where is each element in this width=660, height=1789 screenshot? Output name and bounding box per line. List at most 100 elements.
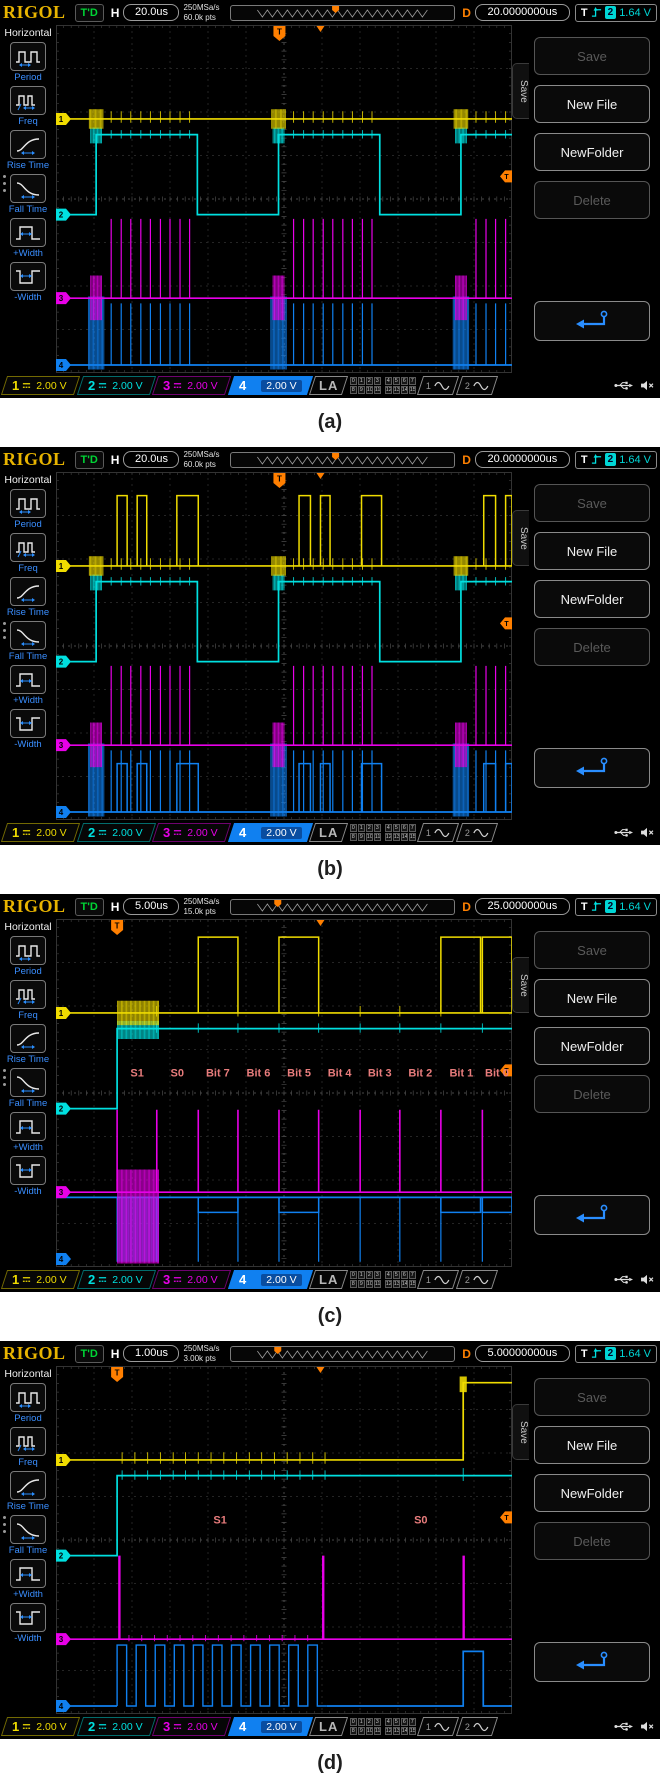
sidebar-item-fall-time[interactable]: Fall Time: [0, 621, 56, 662]
channel-3-chip[interactable]: 3 2.00 V: [152, 1717, 231, 1736]
logic-analyzer-chip[interactable]: LA: [309, 1717, 349, 1736]
usb-icon: [614, 827, 633, 838]
source-slot-1[interactable]: 1: [416, 376, 459, 395]
menu-button-save[interactable]: Save: [534, 931, 650, 969]
menu-button-new-file[interactable]: New File: [534, 979, 650, 1017]
trigger-readout[interactable]: T 2 1.64 V: [574, 1344, 657, 1363]
logic-analyzer-chip[interactable]: LA: [309, 376, 349, 395]
trigger-readout[interactable]: T 2 1.64 V: [574, 450, 657, 469]
channel-1-chip[interactable]: 1 2.00 V: [0, 1717, 80, 1736]
sidebar-item-rise-time[interactable]: Rise Time: [0, 130, 56, 171]
channel-3-chip[interactable]: 3 2.00 V: [152, 1270, 231, 1289]
menu-button-new-file[interactable]: New File: [534, 1426, 650, 1464]
sidebar-item-period[interactable]: Period: [0, 489, 56, 530]
waveform-position-bar[interactable]: [230, 1345, 456, 1362]
channel-2-chip[interactable]: 2 2.00 V: [76, 1717, 156, 1736]
channel-2-chip[interactable]: 2 2.00 V: [76, 823, 156, 842]
sidebar-item-period[interactable]: Period: [0, 936, 56, 977]
delay-value[interactable]: 20.0000000us: [474, 4, 570, 21]
sidebar-item-pwidth[interactable]: +Width: [0, 1112, 56, 1153]
speaker-muted-icon: [640, 1274, 654, 1285]
delay-value[interactable]: 20.0000000us: [474, 451, 570, 468]
svg-text:Bit 4: Bit 4: [328, 1067, 353, 1079]
sidebar-item-fall-time[interactable]: Fall Time: [0, 1515, 56, 1556]
sidebar-item-pwidth[interactable]: +Width: [0, 1559, 56, 1600]
menu-button-new-folder[interactable]: NewFolder: [534, 1474, 650, 1512]
freq-icon: [15, 91, 41, 111]
source-slot-1[interactable]: 1: [416, 823, 459, 842]
menu-button-back[interactable]: [534, 1642, 650, 1682]
menu-button-back[interactable]: [534, 1195, 650, 1235]
menu-button-delete[interactable]: Delete: [534, 628, 650, 666]
channel-1-chip[interactable]: 1 2.00 V: [0, 823, 80, 842]
dc-coupling-icon: [22, 829, 31, 836]
channel-2-chip[interactable]: 2 2.00 V: [76, 376, 156, 395]
sidebar-item-rise-time[interactable]: Rise Time: [0, 1471, 56, 1512]
timebase-value[interactable]: 5.00us: [123, 898, 180, 915]
sine-icon: [473, 1722, 489, 1732]
menu-button-delete[interactable]: Delete: [534, 1075, 650, 1113]
timebase-value[interactable]: 1.00us: [123, 1345, 180, 1362]
sine-icon: [434, 381, 450, 391]
timebase-value[interactable]: 20.0us: [123, 4, 180, 21]
waveform-position-bar[interactable]: [230, 898, 456, 915]
channel-1-chip[interactable]: 1 2.00 V: [0, 1270, 80, 1289]
menu-button-back[interactable]: [534, 748, 650, 788]
sidebar-item-nwidth[interactable]: -Width: [0, 262, 56, 303]
delay-value[interactable]: 25.0000000us: [474, 898, 570, 915]
sidebar-item-period[interactable]: Period: [0, 42, 56, 83]
channel-4-chip[interactable]: 4 2.00 V: [227, 1717, 313, 1736]
sidebar-item-freq[interactable]: Freq: [0, 533, 56, 574]
rising-edge-icon: [591, 454, 602, 465]
sidebar-item-pwidth[interactable]: +Width: [0, 665, 56, 706]
sidebar-item-period[interactable]: Period: [0, 1383, 56, 1424]
channel-4-chip[interactable]: 4 2.00 V: [227, 1270, 313, 1289]
menu-button-save[interactable]: Save: [534, 484, 650, 522]
logic-analyzer-chip[interactable]: LA: [309, 823, 349, 842]
sidebar-item-nwidth[interactable]: -Width: [0, 709, 56, 750]
sidebar-item-pwidth[interactable]: +Width: [0, 218, 56, 259]
sidebar-item-nwidth[interactable]: -Width: [0, 1603, 56, 1644]
menu-button-back[interactable]: [534, 301, 650, 341]
menu-button-delete[interactable]: Delete: [534, 1522, 650, 1560]
sidebar-item-fall-time[interactable]: Fall Time: [0, 174, 56, 215]
sidebar-item-freq[interactable]: Freq: [0, 980, 56, 1021]
channel-2-chip[interactable]: 2 2.00 V: [76, 1270, 156, 1289]
sidebar-item-fall-time[interactable]: Fall Time: [0, 1068, 56, 1109]
channel-4-chip[interactable]: 4 2.00 V: [227, 376, 313, 395]
menu-button-delete[interactable]: Delete: [534, 181, 650, 219]
timebase-value[interactable]: 20.0us: [123, 451, 180, 468]
sidebar-item-rise-time[interactable]: Rise Time: [0, 577, 56, 618]
trigger-readout[interactable]: T 2 1.64 V: [574, 3, 657, 22]
menu-button-save[interactable]: Save: [534, 37, 650, 75]
menu-button-new-folder[interactable]: NewFolder: [534, 580, 650, 618]
delay-value[interactable]: 5.00000000us: [474, 1345, 570, 1362]
channel-3-chip[interactable]: 3 2.00 V: [152, 823, 231, 842]
menu-button-save[interactable]: Save: [534, 1378, 650, 1416]
channel-3-chip[interactable]: 3 2.00 V: [152, 376, 231, 395]
menu-button-new-folder[interactable]: NewFolder: [534, 1027, 650, 1065]
dc-coupling-icon: [173, 382, 182, 389]
waveform-position-bar[interactable]: [230, 4, 456, 21]
source-slot-1[interactable]: 1: [416, 1270, 459, 1289]
sidebar-item-freq[interactable]: Freq: [0, 86, 56, 127]
source-slot-2[interactable]: 2: [455, 1270, 498, 1289]
trigger-readout[interactable]: T 2 1.64 V: [574, 897, 657, 916]
logic-analyzer-chip[interactable]: LA: [309, 1270, 349, 1289]
menu-button-new-file[interactable]: New File: [534, 85, 650, 123]
menu-button-new-folder[interactable]: NewFolder: [534, 133, 650, 171]
channel-4-chip[interactable]: 4 2.00 V: [227, 823, 313, 842]
sidebar-item-rise-time[interactable]: Rise Time: [0, 1024, 56, 1065]
waveform-position-bar[interactable]: [230, 451, 456, 468]
source-slot-2[interactable]: 2: [455, 1717, 498, 1736]
source-slot-2[interactable]: 2: [455, 823, 498, 842]
waveform-overview-icon: [257, 5, 429, 18]
sidebar-item-nwidth[interactable]: -Width: [0, 1156, 56, 1197]
source-slot-2[interactable]: 2: [455, 376, 498, 395]
channel-1-chip[interactable]: 1 2.00 V: [0, 376, 80, 395]
sidebar-item-freq[interactable]: Freq: [0, 1427, 56, 1468]
plus-width-icon: [15, 1564, 41, 1584]
source-slot-1[interactable]: 1: [416, 1717, 459, 1736]
menu-button-new-file[interactable]: New File: [534, 532, 650, 570]
